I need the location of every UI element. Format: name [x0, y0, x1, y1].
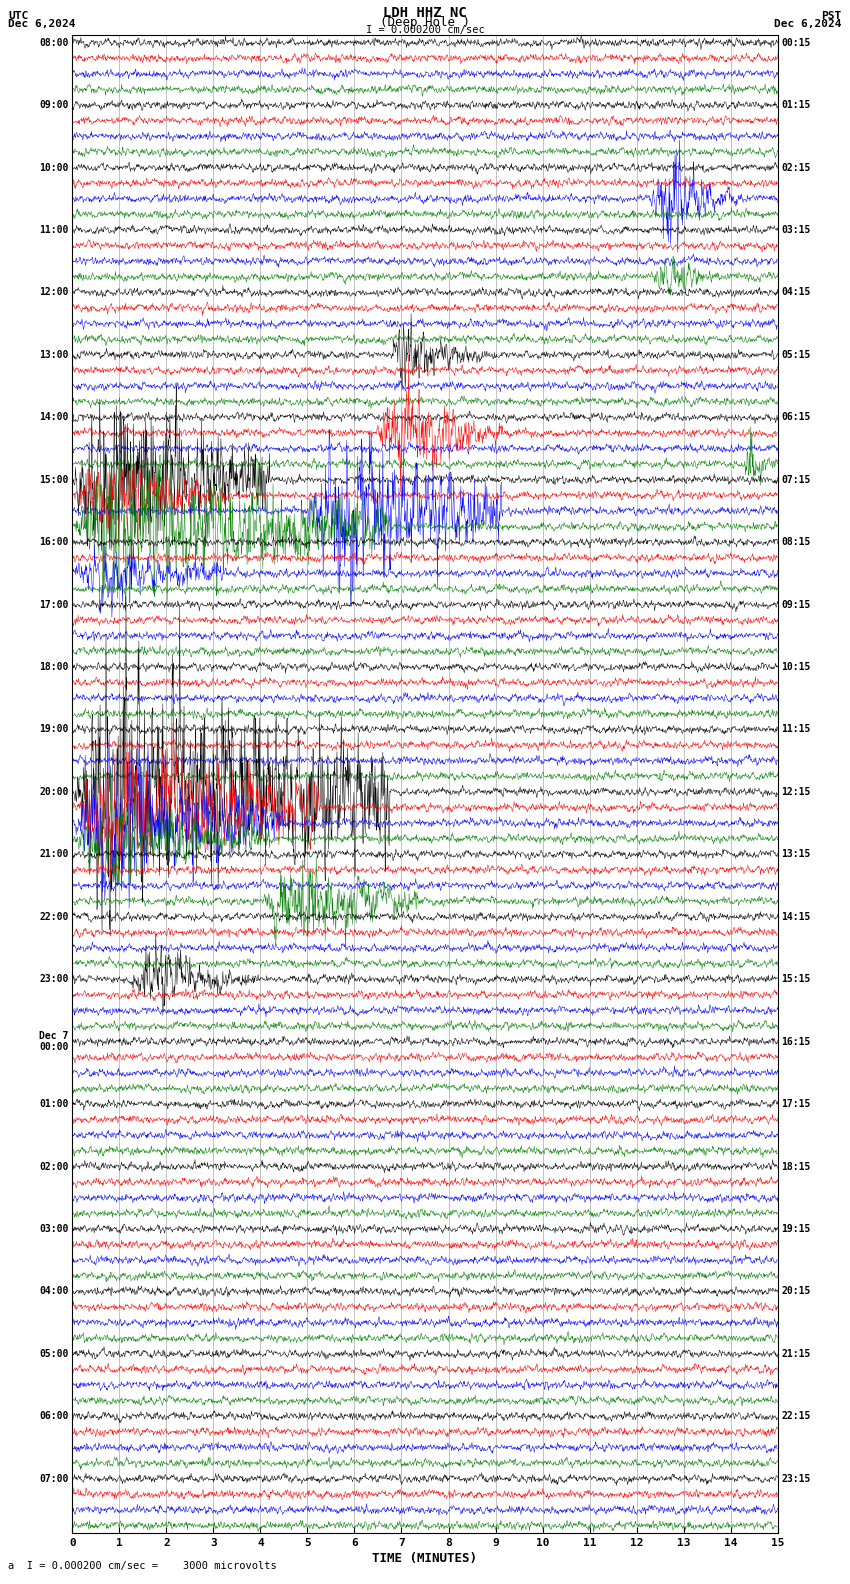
Text: 08:15: 08:15 [781, 537, 811, 546]
Text: Dec 6,2024: Dec 6,2024 [774, 19, 842, 29]
Text: 10:00: 10:00 [39, 163, 69, 173]
Text: 20:15: 20:15 [781, 1286, 811, 1296]
Text: 02:00: 02:00 [39, 1161, 69, 1172]
Text: a  I = 0.000200 cm/sec =    3000 microvolts: a I = 0.000200 cm/sec = 3000 microvolts [8, 1562, 277, 1571]
Text: 14:00: 14:00 [39, 412, 69, 423]
Text: 12:00: 12:00 [39, 287, 69, 298]
Text: 17:00: 17:00 [39, 600, 69, 610]
Text: 01:00: 01:00 [39, 1099, 69, 1109]
Text: 06:15: 06:15 [781, 412, 811, 423]
Text: 18:00: 18:00 [39, 662, 69, 672]
Text: 13:00: 13:00 [39, 350, 69, 360]
Text: 00:15: 00:15 [781, 38, 811, 48]
Text: (Deep Hole ): (Deep Hole ) [380, 16, 470, 29]
Text: 16:15: 16:15 [781, 1036, 811, 1047]
Text: 22:15: 22:15 [781, 1411, 811, 1421]
Text: 15:15: 15:15 [781, 974, 811, 984]
Text: 09:00: 09:00 [39, 100, 69, 111]
Text: 21:15: 21:15 [781, 1350, 811, 1359]
Text: 11:15: 11:15 [781, 724, 811, 735]
Text: 05:00: 05:00 [39, 1350, 69, 1359]
Text: UTC: UTC [8, 11, 29, 21]
Text: 07:15: 07:15 [781, 475, 811, 485]
Text: 11:00: 11:00 [39, 225, 69, 234]
Text: PST: PST [821, 11, 842, 21]
Text: 20:00: 20:00 [39, 787, 69, 797]
Text: 13:15: 13:15 [781, 849, 811, 860]
Text: 23:00: 23:00 [39, 974, 69, 984]
Text: 17:15: 17:15 [781, 1099, 811, 1109]
Text: 08:00: 08:00 [39, 38, 69, 48]
Text: 16:00: 16:00 [39, 537, 69, 546]
Text: Dec 7
00:00: Dec 7 00:00 [39, 1031, 69, 1052]
X-axis label: TIME (MINUTES): TIME (MINUTES) [372, 1552, 478, 1565]
Text: 03:15: 03:15 [781, 225, 811, 234]
Text: 07:00: 07:00 [39, 1473, 69, 1484]
Text: 19:00: 19:00 [39, 724, 69, 735]
Text: I = 0.000200 cm/sec: I = 0.000200 cm/sec [366, 25, 484, 35]
Text: 06:00: 06:00 [39, 1411, 69, 1421]
Text: 10:15: 10:15 [781, 662, 811, 672]
Text: 05:15: 05:15 [781, 350, 811, 360]
Text: 12:15: 12:15 [781, 787, 811, 797]
Text: 02:15: 02:15 [781, 163, 811, 173]
Text: 01:15: 01:15 [781, 100, 811, 111]
Text: 15:00: 15:00 [39, 475, 69, 485]
Text: LDH HHZ NC: LDH HHZ NC [383, 6, 467, 21]
Text: 18:15: 18:15 [781, 1161, 811, 1172]
Text: 22:00: 22:00 [39, 912, 69, 922]
Text: 23:15: 23:15 [781, 1473, 811, 1484]
Text: Dec 6,2024: Dec 6,2024 [8, 19, 76, 29]
Text: 21:00: 21:00 [39, 849, 69, 860]
Text: 19:15: 19:15 [781, 1224, 811, 1234]
Text: 09:15: 09:15 [781, 600, 811, 610]
Text: 04:15: 04:15 [781, 287, 811, 298]
Text: 03:00: 03:00 [39, 1224, 69, 1234]
Text: 14:15: 14:15 [781, 912, 811, 922]
Text: 04:00: 04:00 [39, 1286, 69, 1296]
